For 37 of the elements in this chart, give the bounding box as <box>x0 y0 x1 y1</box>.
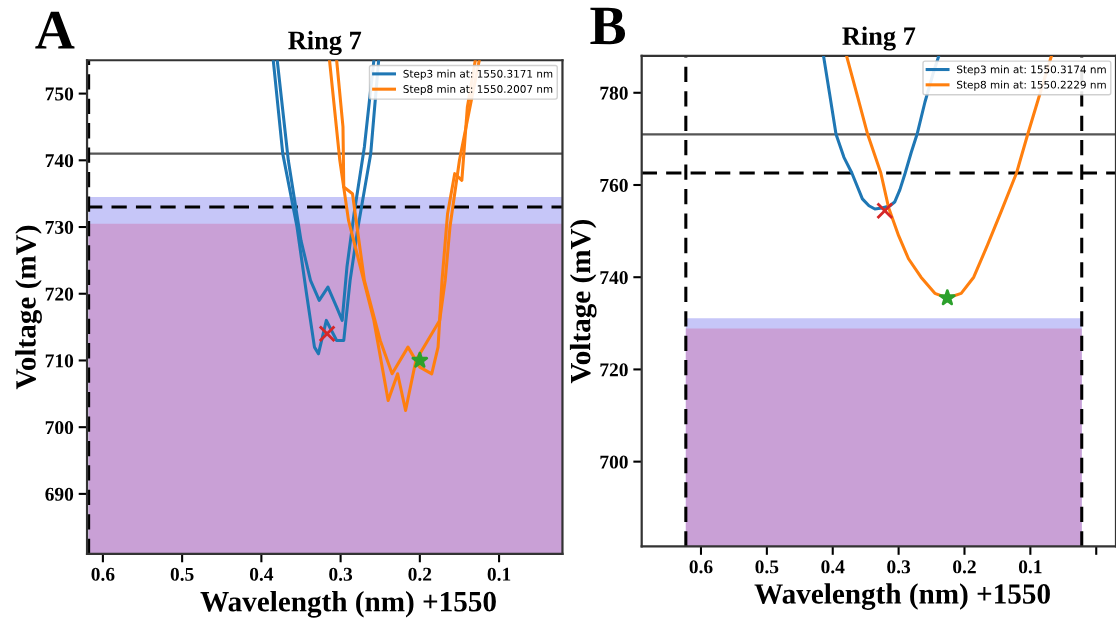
legend-label: Step3 min at: 1550.3174 nm <box>957 65 1106 76</box>
y-axis-title: Voltage (mV) <box>569 219 597 384</box>
y-tick-label: 720 <box>45 287 74 301</box>
y-tick-label: 760 <box>600 178 628 192</box>
x-tick-label: 0.2 <box>408 567 432 581</box>
y-tick-label: 700 <box>600 455 628 469</box>
text: B <box>590 7 626 45</box>
y-tick-label: 710 <box>45 354 74 368</box>
x-axis-title: Wavelength (nm) +1550 <box>754 583 1050 610</box>
chart-title: Ring 7 <box>288 30 362 55</box>
y-tick-label: 750 <box>45 87 74 101</box>
chart-title: Ring 7 <box>842 26 916 51</box>
y-tick-label: 690 <box>45 487 74 501</box>
line-series <box>271 60 381 356</box>
legend-label: Step3 min at: 1550.3171 nm <box>403 69 553 80</box>
legend-label: Step8 min at: 1550.2229 nm <box>957 80 1106 91</box>
y-tick-label: 740 <box>45 154 74 168</box>
x-tick-label: 0.5 <box>755 560 779 574</box>
x-tick-label: 0.3 <box>887 560 911 574</box>
x-tick-label: 0.6 <box>689 560 713 574</box>
x-tick-label: 0.2 <box>953 560 976 574</box>
x-tick-label: 0.6 <box>91 567 115 581</box>
y-tick-label: 780 <box>600 86 628 100</box>
x-tick-label: 0.1 <box>1018 560 1042 574</box>
y-tick-label: 730 <box>45 220 74 234</box>
y-axis-title: Voltage (mV) <box>15 225 42 390</box>
y-tick-label: 740 <box>600 271 628 285</box>
x-tick-label: 0.1 <box>487 567 511 581</box>
y-tick-label: 720 <box>600 363 628 377</box>
x-tick-label: 0.3 <box>329 567 353 581</box>
x-tick-label: 0.4 <box>821 560 845 574</box>
text: A <box>35 11 75 49</box>
legend-label: Step8 min at: 1550.2007 nm <box>403 84 553 95</box>
y-tick-label: 700 <box>45 420 74 435</box>
x-tick-label: 0.5 <box>170 567 194 581</box>
x-tick-label: 0.4 <box>249 567 274 581</box>
x-axis-title: Wavelength (nm) +1550 <box>200 590 496 618</box>
